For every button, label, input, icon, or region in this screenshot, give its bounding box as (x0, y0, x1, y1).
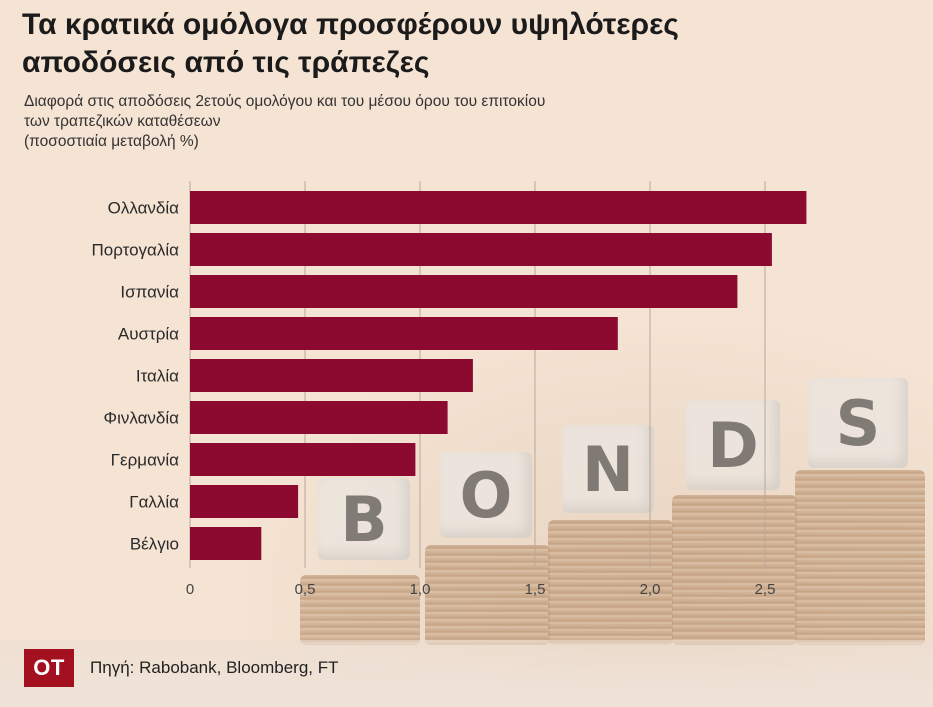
title-line: Τα κρατικά ομόλογα προσφέρουν υψηλότερες (22, 8, 679, 41)
category-label: Φινλανδία (104, 409, 180, 428)
source-footer: OT Πηγή: Rabobank, Bloomberg, FT (24, 649, 339, 687)
bar (190, 443, 416, 476)
chart-title: Τα κρατικά ομόλογα προσφέρουν υψηλότερες… (22, 6, 902, 82)
coin-stack (795, 470, 925, 645)
category-label: Γαλλία (129, 493, 179, 512)
coin-stack (672, 495, 797, 645)
bar (190, 275, 738, 308)
title-line: αποδόσεις από τις τράπεζες (22, 46, 430, 79)
coin-stack (300, 575, 420, 645)
ot-logo: OT (24, 649, 74, 687)
category-label: Βέλγιο (130, 535, 179, 554)
x-tick-label: 1,0 (410, 581, 431, 598)
x-tick-label: 1,5 (525, 581, 546, 598)
bar (190, 359, 473, 392)
subtitle-line: Διαφορά στις αποδόσεις 2ετούς ομολόγου κ… (24, 93, 546, 110)
bonds-letter-tile: D (686, 400, 780, 490)
bonds-letter-tile: S (808, 378, 908, 468)
category-label: Αυστρία (118, 325, 179, 344)
background-floor (0, 640, 933, 707)
bonds-letter-tile: N (562, 425, 654, 513)
x-tick-label: 2,0 (640, 581, 661, 598)
category-label: Ισπανία (120, 283, 179, 302)
bonds-letter-tile: B (318, 478, 410, 560)
category-label: Πορτογαλία (91, 241, 179, 260)
coin-stack (548, 520, 673, 645)
bar (190, 485, 299, 518)
x-tick-label: 0,5 (295, 581, 316, 598)
bar (190, 233, 772, 266)
x-tick-label: 2,5 (755, 581, 776, 598)
bonds-letter-tile: O (440, 452, 532, 538)
coin-stack (425, 545, 550, 645)
category-label: Ολλανδία (108, 199, 180, 218)
bar (190, 317, 618, 350)
bar (190, 191, 807, 224)
chart-subtitle: Διαφορά στις αποδόσεις 2ετούς ομολόγου κ… (24, 92, 744, 152)
bar (190, 401, 448, 434)
subtitle-line: (ποσοστιαία μεταβολή %) (24, 133, 199, 150)
subtitle-line: των τραπεζικών καταθέσεων (24, 113, 221, 130)
bar (190, 527, 262, 560)
x-tick-label: 0 (186, 581, 194, 598)
category-label: Ιταλία (136, 367, 179, 386)
source-text: Πηγή: Rabobank, Bloomberg, FT (90, 658, 339, 677)
category-label: Γερμανία (111, 451, 180, 470)
